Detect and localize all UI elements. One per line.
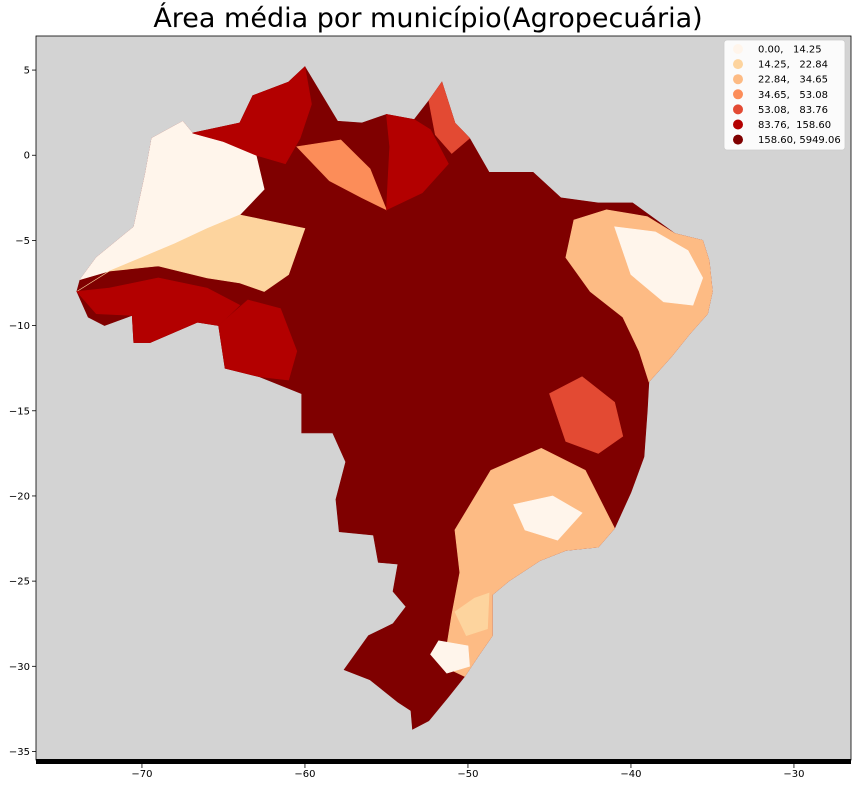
legend-marker [733, 59, 743, 70]
legend-marker [733, 104, 743, 115]
x-axis: −70 −60 −50 −40 −30 [131, 764, 805, 780]
rio-grande-light-region [430, 640, 470, 674]
y-tick-label: 0 [24, 151, 30, 162]
southeast-light-region [513, 495, 583, 541]
y-tick-label: −20 [9, 491, 30, 502]
y-tick-label: −35 [9, 747, 30, 758]
x-tick-label: −60 [294, 769, 315, 780]
legend-label: 34.65, 53.08 [758, 90, 828, 101]
legend-marker [733, 89, 743, 100]
legend-marker [733, 74, 743, 85]
legend-label: 53.08, 83.76 [758, 105, 828, 116]
legend-label: 22.84, 34.65 [758, 75, 828, 86]
x-tick-label: −40 [620, 769, 641, 780]
bahia-region [549, 376, 624, 454]
legend-marker [733, 134, 743, 145]
acre-region [76, 277, 241, 343]
x-tick-label: −70 [131, 769, 152, 780]
roraima-region [192, 66, 312, 165]
legend-label: 158.60, 5949.06 [758, 135, 841, 146]
chart-title: Área média por município(Agropecuária) [153, 3, 703, 34]
y-tick-label: −15 [9, 406, 30, 417]
legend-box [723, 39, 846, 151]
legend-label: 83.76, 158.60 [758, 120, 831, 131]
x-tick-label: −50 [457, 769, 478, 780]
legend-marker [733, 44, 743, 54]
rondonia-region [218, 299, 298, 381]
santa-catarina-region [454, 592, 490, 636]
y-tick-label: −30 [9, 662, 30, 673]
amazon-peach-region [76, 214, 306, 292]
y-tick-label: −25 [9, 577, 30, 588]
x-tick-label: −30 [783, 769, 804, 780]
legend-label: 14.25, 22.84 [758, 60, 828, 71]
y-tick-label: −10 [9, 321, 30, 332]
bottom-axis-bar [36, 759, 851, 764]
plot-frame [35, 35, 852, 764]
legend: 0.00, 14.25 14.25, 22.84 22.84, 34.65 34.65… [723, 39, 846, 151]
y-tick-label: −5 [15, 236, 30, 247]
y-tick-label: 5 [24, 66, 30, 77]
northeast-light-region [614, 226, 704, 306]
amapa-region [428, 81, 471, 154]
amapa-border-region [386, 114, 449, 211]
legend-label: 0.00, 14.25 [758, 45, 822, 56]
y-axis: 5 0 −5 −10 −15 −20 −25 −30 −35 [9, 66, 36, 758]
map-regions [76, 66, 713, 730]
legend-marker [733, 119, 743, 130]
